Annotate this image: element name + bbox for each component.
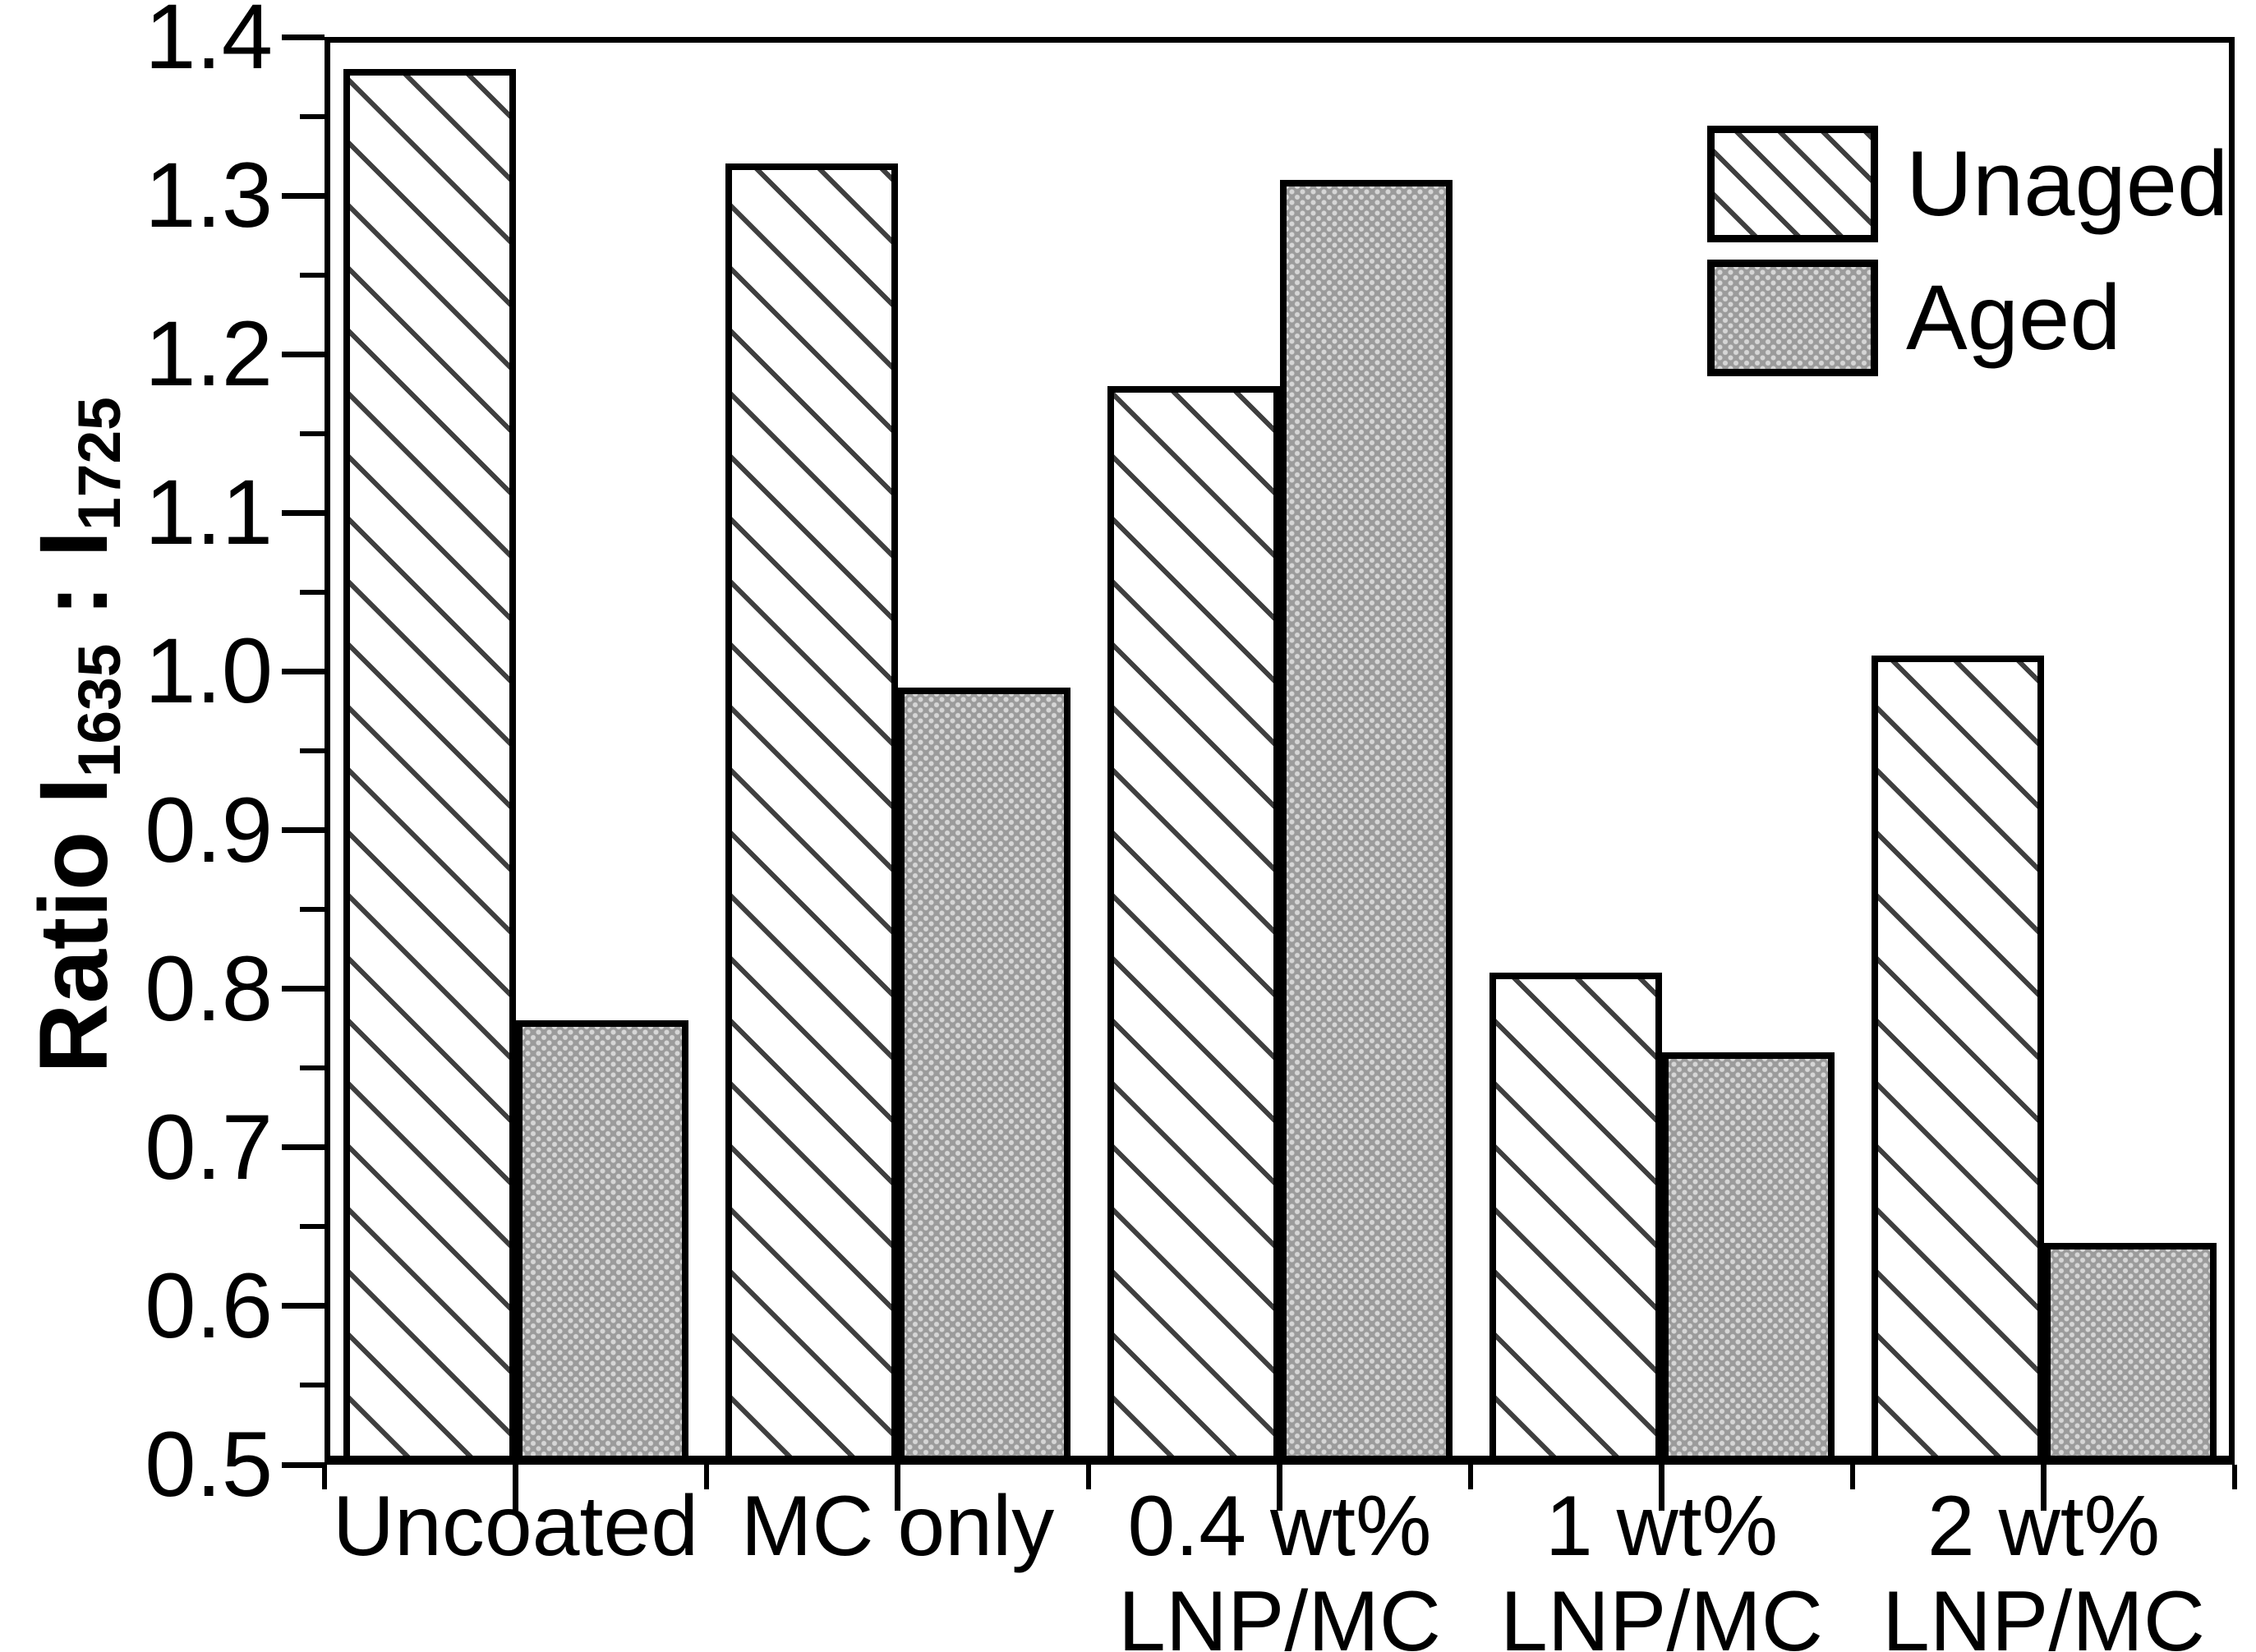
x-category-label: MC only (741, 1479, 1054, 1574)
y-tick-label: 0.7 (145, 1095, 273, 1199)
y-tick-label: 1.2 (145, 302, 273, 406)
y-tick-major (282, 1461, 325, 1468)
x-category-label-line: LNP/MC (1500, 1574, 1823, 1652)
bar-unaged-3 (1489, 973, 1662, 1465)
x-tick-major (895, 1465, 900, 1511)
legend-label-unaged: Unaged (1906, 132, 2229, 235)
y-tick-label: 1.1 (145, 461, 273, 564)
y-tick-minor (300, 113, 325, 119)
bar-aged-3 (1661, 1051, 1835, 1465)
bar-unaged-0 (343, 68, 516, 1465)
y-tick-major (282, 192, 325, 199)
y-tick-label: 0.9 (145, 778, 273, 881)
y-tick-major (282, 827, 325, 834)
x-category-label: 1 wt% LNP/MC (1500, 1479, 1823, 1652)
x-tick-minor (322, 1465, 327, 1489)
x-category-label: Uncoated (333, 1479, 698, 1574)
x-category-label-line: LNP/MC (1118, 1574, 1441, 1652)
x-category-label: 0.4 wt% LNP/MC (1118, 1479, 1441, 1652)
y-tick-minor (300, 430, 325, 436)
legend-swatch-unaged (1707, 126, 1878, 242)
bar-unaged-1 (725, 163, 898, 1465)
bar-aged-4 (2043, 1242, 2217, 1465)
y-tick-minor (300, 1065, 325, 1071)
y-tick-major (282, 351, 325, 357)
x-tick-major (513, 1465, 518, 1511)
y-tick-minor (300, 272, 325, 278)
y-tick-minor (300, 907, 325, 913)
bar-unaged-2 (1107, 385, 1280, 1465)
x-category-label-line: Uncoated (332, 1479, 699, 1574)
x-tick-minor (1468, 1465, 1473, 1489)
y-tick-major (282, 1144, 325, 1151)
y-tick-major (282, 668, 325, 674)
y-tick-major (282, 1303, 325, 1309)
x-category-label-line: MC only (740, 1479, 1055, 1574)
y-tick-major (282, 986, 325, 992)
bar-unaged-4 (1871, 656, 2044, 1465)
x-category-label-line: 2 wt% (1927, 1479, 2161, 1574)
legend-swatch-aged (1707, 260, 1878, 376)
x-category-label: 2 wt% LNP/MC (1882, 1479, 2205, 1652)
legend-label-aged: Aged (1906, 266, 2121, 369)
y-tick-label: 1.3 (145, 144, 273, 247)
x-category-label-line: 1 wt% (1545, 1479, 1779, 1574)
y-tick-label: 1.0 (145, 619, 273, 723)
x-tick-minor (1086, 1465, 1091, 1489)
x-tick-minor (1850, 1465, 1855, 1489)
y-tick-label: 0.6 (145, 1254, 273, 1357)
y-tick-label: 1.4 (145, 0, 273, 88)
y-tick-major (282, 34, 325, 40)
x-category-label-line: LNP/MC (1882, 1574, 2205, 1652)
x-tick-major (1277, 1465, 1282, 1511)
y-tick-minor (300, 1224, 325, 1230)
x-tick-major (1659, 1465, 1664, 1511)
bar-aged-2 (1279, 179, 1453, 1465)
x-tick-minor (704, 1465, 709, 1489)
y-tick-minor (300, 748, 325, 753)
bar-aged-0 (515, 1020, 688, 1465)
y-tick-minor (300, 589, 325, 595)
x-tick-major (2041, 1465, 2047, 1511)
y-tick-label: 0.5 (145, 1413, 273, 1516)
bar-aged-1 (897, 687, 1070, 1465)
y-tick-major (282, 509, 325, 516)
x-category-label-line: 0.4 wt% (1127, 1479, 1432, 1574)
y-tick-minor (300, 1383, 325, 1388)
y-tick-label: 0.8 (145, 936, 273, 1040)
x-tick-minor (2232, 1465, 2237, 1489)
